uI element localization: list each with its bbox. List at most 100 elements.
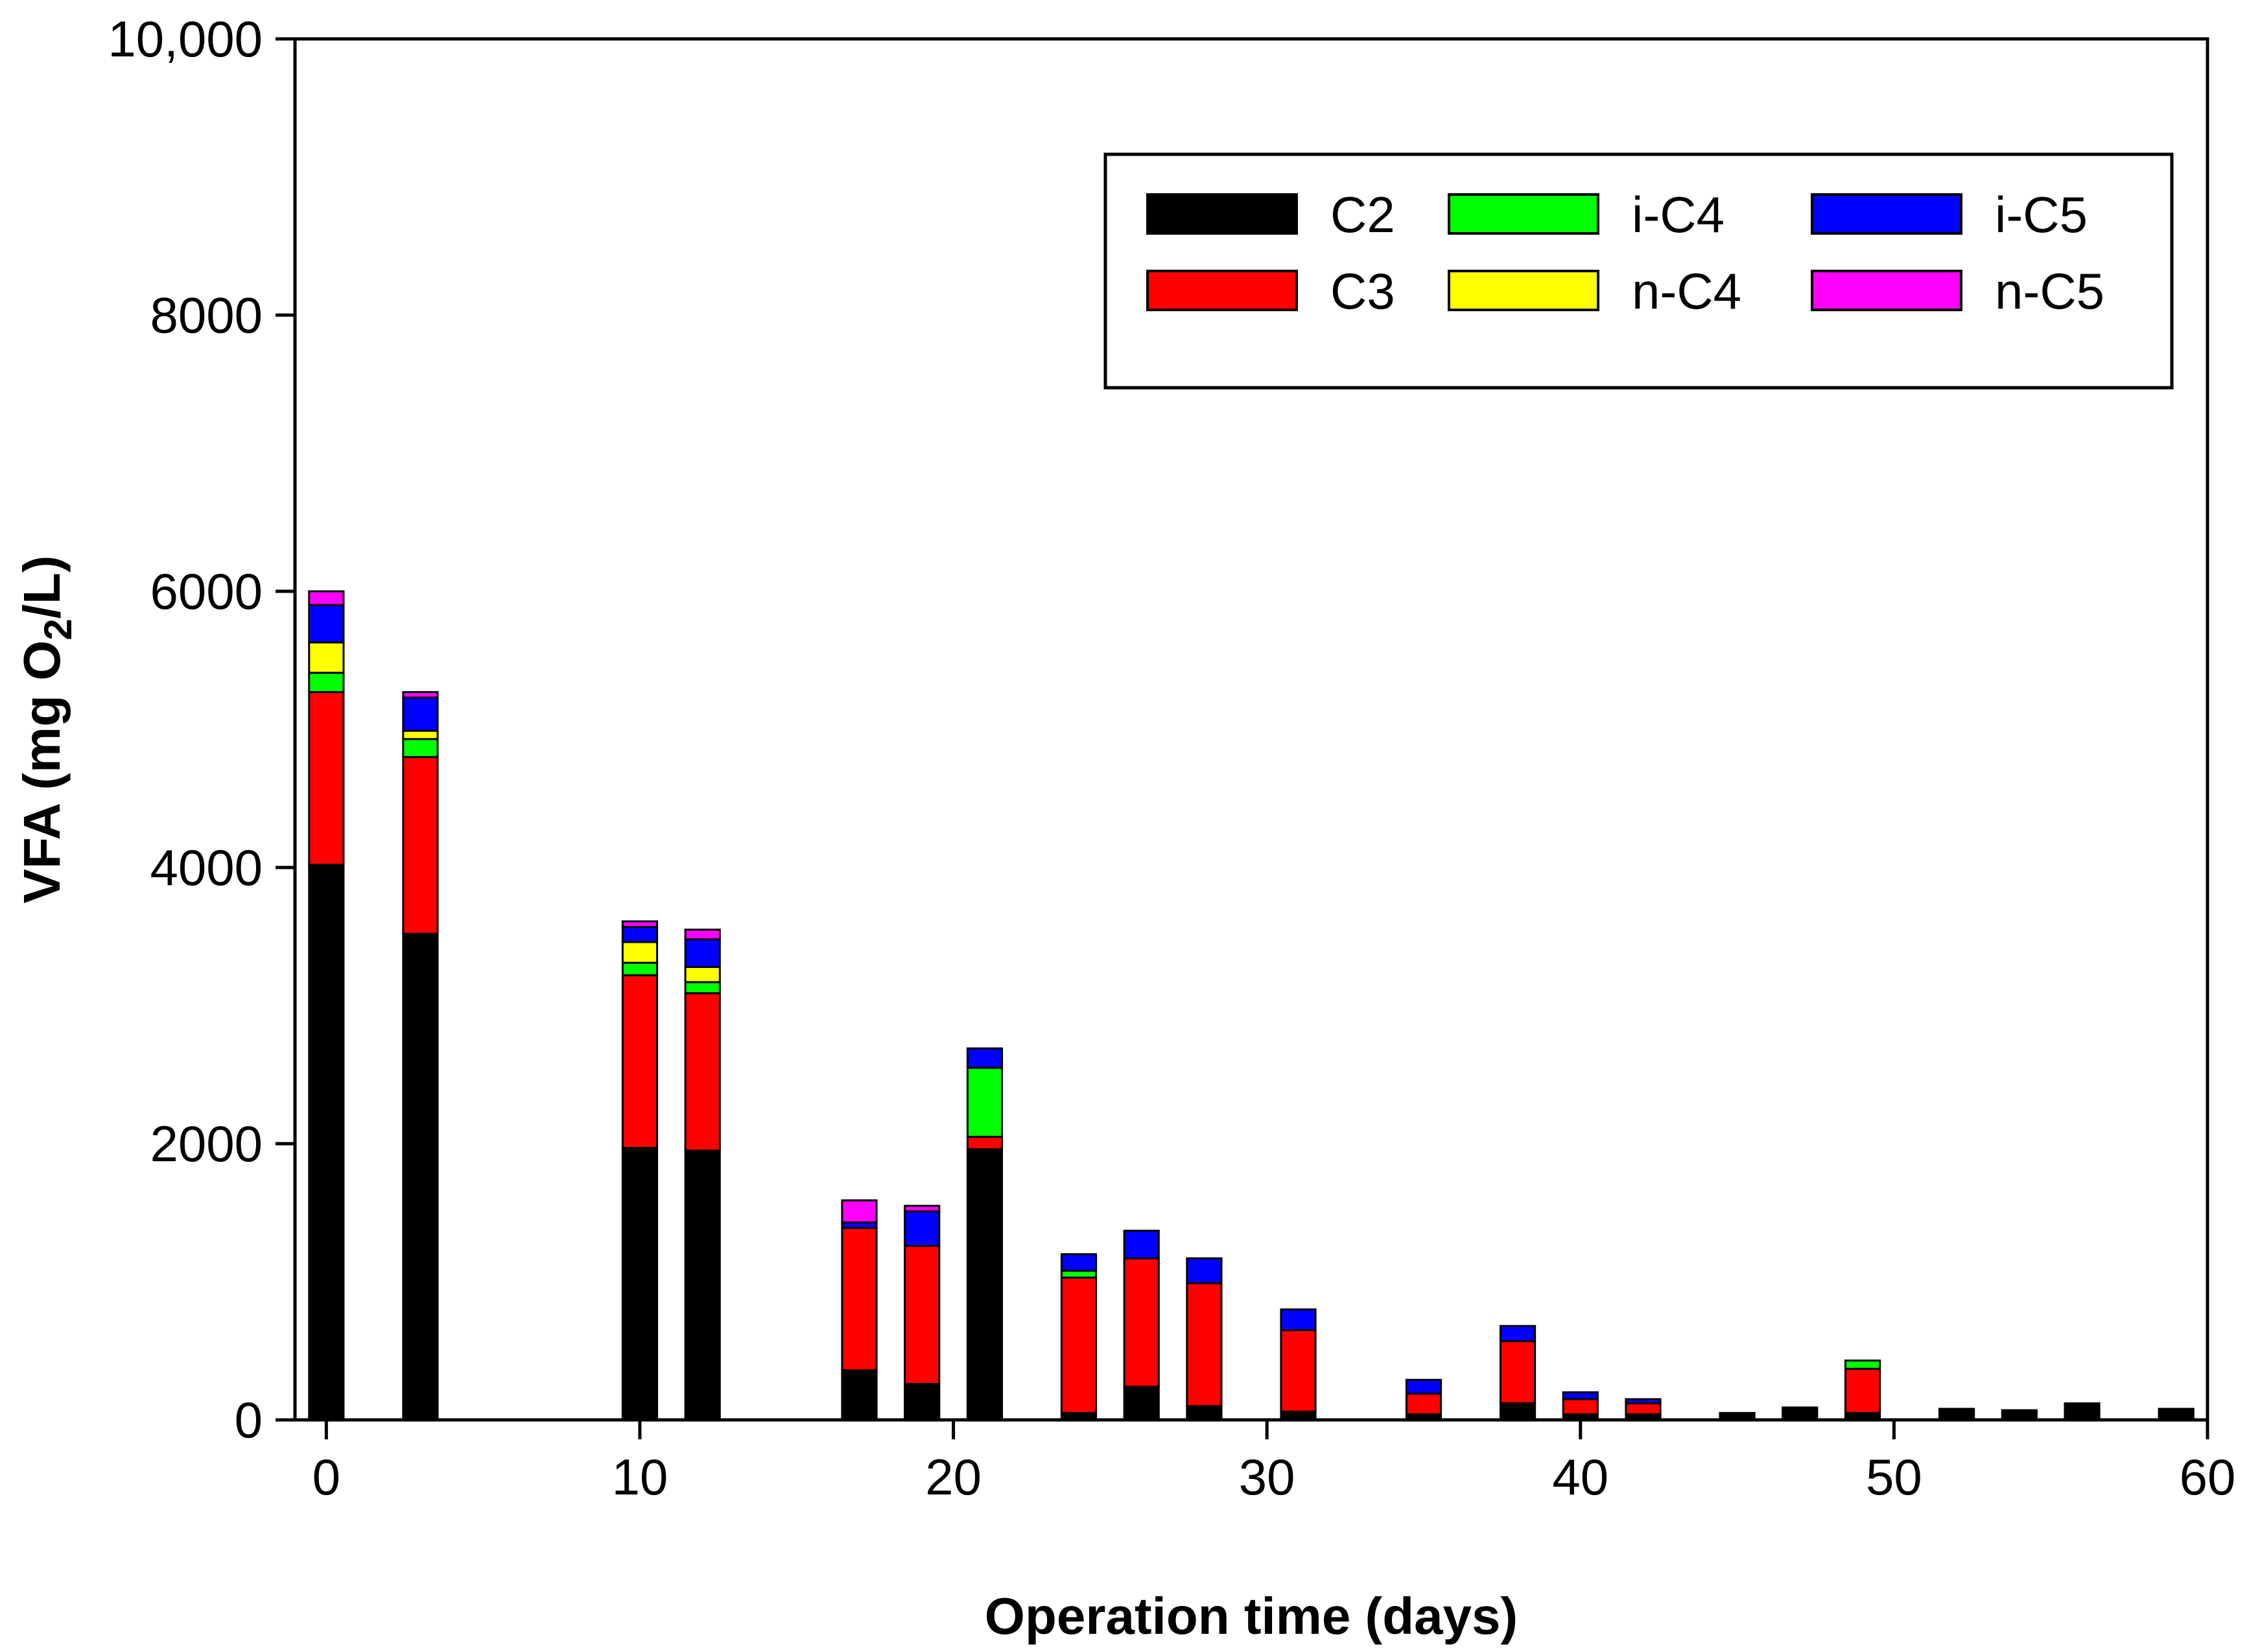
- bar-segment-i-c5-day-10: [621, 926, 659, 943]
- bar-segment-c2-day-59: [2158, 1408, 2195, 1421]
- bar-segment-c3-day-24: [1060, 1277, 1098, 1414]
- bar-segment-c3-day-31: [1280, 1329, 1317, 1413]
- legend-entry-i-c5: i-C5: [1811, 186, 2088, 243]
- legend-entry-c2: C2: [1146, 186, 1395, 243]
- bar-segment-n-c4-day-3: [402, 729, 439, 740]
- bar-segment-c3-day-40: [1562, 1398, 1599, 1415]
- bar-segment-c3-day-0: [308, 690, 345, 866]
- bar-segment-c2-day-28: [1186, 1405, 1223, 1421]
- bar-segment-i-c4-day-21: [966, 1067, 1004, 1138]
- x-axis-title: Operation time (days): [985, 1587, 1518, 1645]
- bar-segment-c3-day-17: [841, 1227, 878, 1371]
- bar-segment-c2-day-10: [621, 1146, 659, 1421]
- ticks-layer: 0 10 20 30 40 50 60 0 2000 4000 6000 8000 10,000: [108, 10, 2235, 1505]
- bar-segment-n-c5-day-12: [684, 928, 721, 941]
- bar-segment-n-c4-day-12: [684, 965, 721, 984]
- y-tick-label: 10,000: [108, 10, 263, 67]
- x-tick-label: 30: [1239, 1448, 1295, 1505]
- bar-day-42: [1625, 1398, 1662, 1421]
- y-tick-label: 6000: [150, 563, 263, 620]
- x-tick-label: 50: [1866, 1448, 1922, 1505]
- y-axis-title-suffix: /L): [13, 555, 71, 619]
- bar-segment-i-c5-day-12: [684, 938, 721, 968]
- bar-day-12: [684, 928, 721, 1421]
- bar-segment-i-c5-day-42: [1625, 1398, 1662, 1404]
- legend-swatch-i-c5: [1811, 193, 1962, 235]
- legend: C2 C3 i-C4 n-C4 i-C5 n-C5: [1103, 152, 2174, 390]
- bar-segment-i-c5-day-26: [1123, 1229, 1160, 1260]
- bar-day-31: [1280, 1308, 1317, 1421]
- plot-frame: [293, 37, 2209, 1422]
- y-tick-label: 4000: [150, 839, 263, 896]
- bar-day-21: [966, 1047, 1004, 1421]
- bar-day-40: [1562, 1391, 1599, 1421]
- bar-segment-c3-day-10: [621, 974, 659, 1149]
- bar-day-10: [621, 920, 659, 1421]
- bar-segment-n-c4-day-10: [621, 941, 659, 964]
- bar-segment-i-c5-day-21: [966, 1047, 1004, 1069]
- y-axis-title-prefix: VFA (mg O: [13, 641, 71, 904]
- bar-segment-c2-day-21: [966, 1148, 1004, 1421]
- bar-segment-n-c5-day-0: [308, 590, 345, 606]
- legend-label-c2: C2: [1330, 186, 1395, 243]
- bar-segment-i-c4-day-10: [621, 962, 659, 976]
- bar-segment-c3-day-3: [402, 756, 439, 935]
- legend-label-n-c5: n-C5: [1995, 263, 2104, 320]
- x-tick-label: 10: [612, 1448, 668, 1505]
- legend-swatch-n-c5: [1811, 270, 1962, 311]
- legend-swatch-i-c4: [1448, 193, 1599, 235]
- bar-segment-c3-day-19: [904, 1245, 941, 1386]
- bar-segment-c2-day-3: [402, 932, 439, 1421]
- legend-label-i-c4: i-C4: [1632, 186, 1725, 243]
- legend-swatch-n-c4: [1448, 270, 1599, 311]
- legend-swatch-c3: [1146, 270, 1298, 311]
- bar-segment-c2-day-52: [1938, 1408, 1975, 1421]
- bar-segment-i-c4-day-24: [1060, 1269, 1098, 1279]
- bar-segment-n-c5-day-3: [402, 690, 439, 699]
- bar-segment-c2-day-26: [1123, 1386, 1160, 1421]
- bar-segment-c3-day-26: [1123, 1257, 1160, 1388]
- y-tick-label: 8000: [150, 287, 263, 344]
- bar-segment-i-c5-day-24: [1060, 1253, 1098, 1272]
- bar-segment-c2-day-38: [1499, 1402, 1537, 1421]
- y-tick-label: 0: [235, 1391, 263, 1448]
- bar-segment-i-c5-day-19: [904, 1210, 941, 1247]
- bar-segment-i-c5-day-40: [1562, 1391, 1599, 1400]
- legend-entry-i-c4: i-C4: [1448, 186, 1725, 243]
- legend-label-n-c4: n-C4: [1632, 263, 1741, 320]
- bar-segment-i-c5-day-3: [402, 696, 439, 732]
- bar-segment-c3-day-21: [966, 1135, 1004, 1151]
- bar-segment-i-c5-day-35: [1405, 1378, 1442, 1395]
- bar-day-28: [1186, 1257, 1223, 1421]
- bar-segment-n-c5-day-19: [904, 1205, 941, 1212]
- bar-day-0: [308, 590, 345, 1421]
- bar-segment-c3-day-35: [1405, 1393, 1442, 1415]
- legend-items: C2 C3 i-C4 n-C4 i-C5 n-C5: [1146, 186, 2104, 320]
- bar-day-3: [402, 690, 439, 1421]
- legend-entry-n-c4: n-C4: [1448, 263, 1741, 320]
- bar-segment-c2-day-47: [1782, 1406, 1819, 1421]
- bar-day-52: [1938, 1408, 1975, 1421]
- bar-segment-c3-day-12: [684, 992, 721, 1152]
- bar-segment-i-c4-day-49: [1844, 1359, 1881, 1370]
- bar-segment-n-c4-day-0: [308, 641, 345, 674]
- bar-segment-c2-day-12: [684, 1150, 721, 1421]
- bar-day-38: [1499, 1325, 1537, 1421]
- bar-segment-n-c5-day-10: [621, 920, 659, 928]
- bar-segment-c3-day-38: [1499, 1340, 1537, 1404]
- bar-segment-i-c4-day-12: [684, 981, 721, 995]
- x-tick-label: 60: [2180, 1448, 2236, 1505]
- x-tick-label: 40: [1552, 1448, 1608, 1505]
- bar-segment-c3-day-42: [1625, 1402, 1662, 1415]
- x-tick-label: 0: [312, 1448, 340, 1505]
- bar-day-17: [841, 1199, 878, 1421]
- legend-entry-c3: C3: [1146, 263, 1395, 320]
- bar-day-35: [1405, 1378, 1442, 1421]
- bar-segment-c2-day-17: [841, 1369, 878, 1421]
- legend-label-c3: C3: [1330, 263, 1395, 320]
- bar-segment-n-c5-day-17: [841, 1199, 878, 1223]
- bar-segment-c3-day-28: [1186, 1282, 1223, 1408]
- bar-segment-i-c5-day-28: [1186, 1257, 1223, 1284]
- bar-segment-i-c5-day-0: [308, 604, 345, 644]
